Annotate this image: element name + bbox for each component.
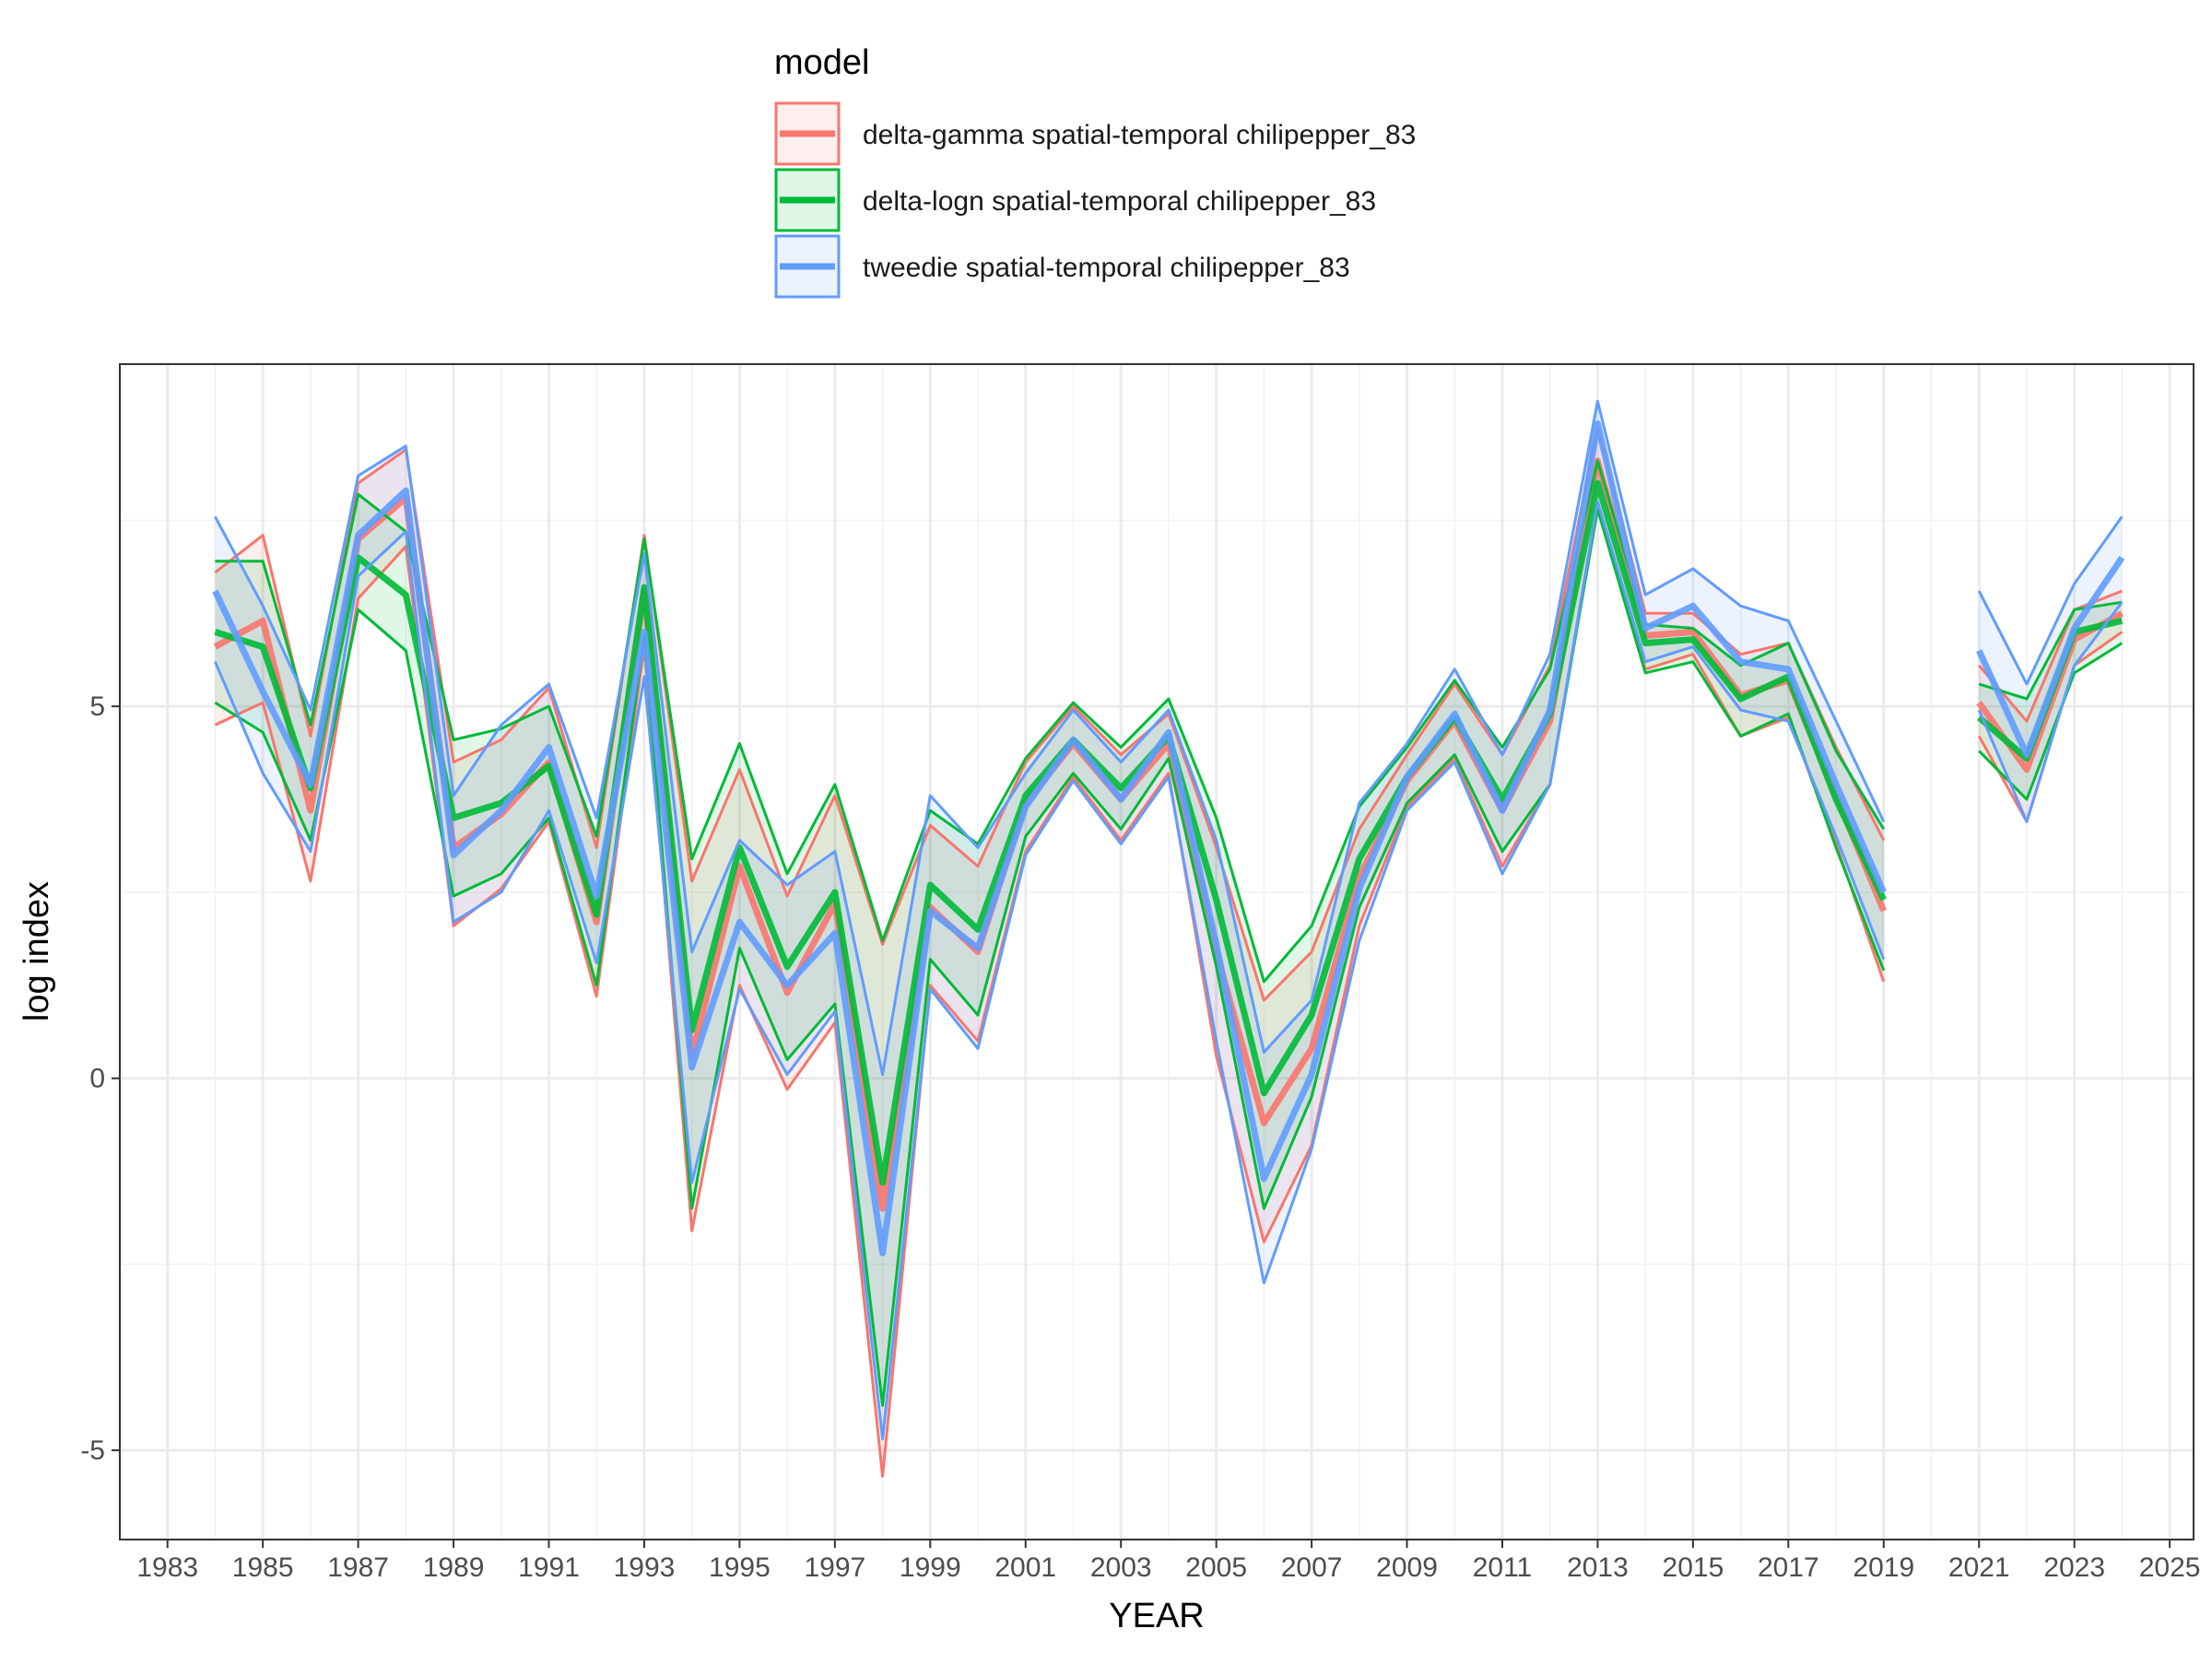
upper-bound-line-series-2 xyxy=(215,459,1886,984)
estimate-line-series-3 xyxy=(212,420,1888,1257)
x-tick-label: 1995 xyxy=(709,1552,771,1583)
y-tick-label: -5 xyxy=(80,1435,105,1466)
x-axis: 1983 1985 1987 1989 1991 1993 1995 1997 1999 2001… xyxy=(136,1540,2201,1583)
plot-panel-border xyxy=(119,363,2194,1540)
lower-bound-line-series-3 xyxy=(214,500,1886,1441)
x-tick-label: 2021 xyxy=(1948,1552,2010,1583)
x-tick-label: 1999 xyxy=(900,1552,961,1583)
legend-label: delta-logn spatial-temporal chilipepper_… xyxy=(863,186,1376,217)
x-tick-label: 2019 xyxy=(1853,1552,1914,1583)
legend-label: delta-gamma spatial-temporal chilipepper… xyxy=(863,120,1416,150)
estimate-line-series-2 xyxy=(214,479,1887,1186)
x-tick-label: 2023 xyxy=(2043,1552,2105,1583)
legend-label: tweedie spatial-temporal chilipepper_83 xyxy=(863,253,1350,283)
x-tick-label: 1983 xyxy=(136,1552,198,1583)
x-tick-label: 1987 xyxy=(327,1552,389,1583)
upper-bound-line-series-1 xyxy=(1978,589,2123,723)
x-tick-label: 2003 xyxy=(1090,1552,1152,1583)
x-tick-label: 2005 xyxy=(1185,1552,1247,1583)
estimate-line-series-3 xyxy=(1976,555,2125,759)
plot-panel xyxy=(120,364,2194,1540)
legend-title: model xyxy=(774,43,870,82)
lower-bound-line-series-2 xyxy=(214,507,1886,1408)
y-axis: -5 0 5 xyxy=(80,691,120,1466)
y-tick-label: 0 xyxy=(89,1064,105,1094)
x-tick-label: 2015 xyxy=(1663,1552,1724,1583)
y-axis-title: log index xyxy=(18,881,56,1021)
legend-item-2: delta-logn spatial-temporal chilipepper_… xyxy=(774,168,1376,232)
x-tick-label: 1989 xyxy=(423,1552,485,1583)
x-tick-label: 1997 xyxy=(804,1552,865,1583)
lower-bound-line-series-2 xyxy=(1978,642,2124,801)
upper-bound-line-series-2 xyxy=(1978,600,2123,701)
x-tick-label: 1993 xyxy=(614,1552,676,1583)
legend-item-3: tweedie spatial-temporal chilipepper_83 xyxy=(774,234,1350,299)
legend-items: delta-gamma spatial-temporal chilipepper… xyxy=(774,101,1416,299)
y-tick-label: 5 xyxy=(89,691,105,722)
x-tick-label: 2011 xyxy=(1473,1552,1533,1583)
legend-item-1: delta-gamma spatial-temporal chilipepper… xyxy=(774,101,1416,166)
upper-bound-line-series-3 xyxy=(214,399,1886,1077)
x-tick-label: 2013 xyxy=(1567,1552,1629,1583)
upper-bound-line-series-3 xyxy=(1977,515,2124,686)
x-tick-label: 2007 xyxy=(1281,1552,1343,1583)
legend: model delta-gamma spatial-temporal chili… xyxy=(774,43,1416,299)
x-tick-label: 2009 xyxy=(1376,1552,1438,1583)
lower-bound-line-series-3 xyxy=(1977,601,2124,823)
x-tick-label: 2025 xyxy=(2139,1552,2201,1583)
series-lines xyxy=(212,399,2125,1478)
x-tick-label: 1991 xyxy=(518,1552,580,1583)
x-tick-label: 1985 xyxy=(232,1552,294,1583)
x-tick-label: 2001 xyxy=(994,1552,1056,1583)
x-axis-title: YEAR xyxy=(1109,1597,1204,1635)
x-tick-label: 2017 xyxy=(1758,1552,1819,1583)
